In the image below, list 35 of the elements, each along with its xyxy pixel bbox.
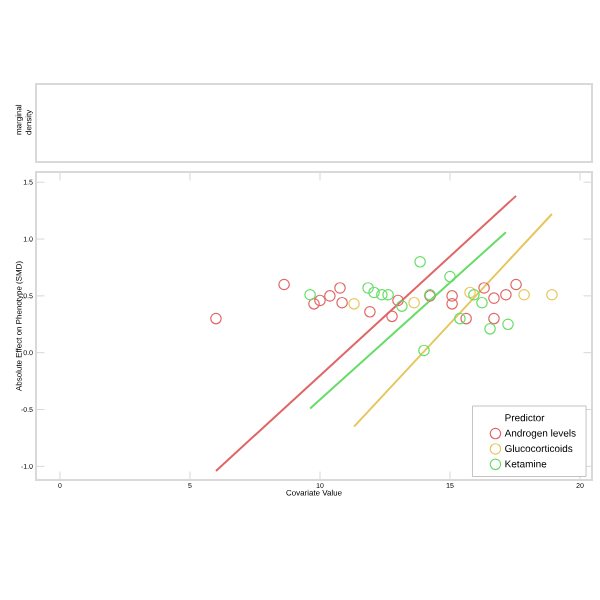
- point: [396, 300, 408, 312]
- point: [546, 288, 558, 301]
- point: [382, 288, 394, 301]
- point: [368, 286, 380, 299]
- point: [488, 292, 500, 304]
- point: [518, 288, 530, 301]
- point: [460, 312, 472, 325]
- point: [336, 296, 348, 309]
- point: [476, 296, 488, 309]
- point: [324, 290, 336, 302]
- point: [510, 278, 522, 291]
- point: [362, 282, 374, 294]
- point: [414, 255, 426, 268]
- point: [488, 312, 500, 325]
- point: [392, 294, 404, 307]
- point: [334, 282, 346, 294]
- point: [454, 312, 466, 325]
- point: [418, 344, 430, 357]
- point: [446, 290, 458, 302]
- point: [308, 298, 320, 310]
- point: [408, 296, 420, 309]
- point: [314, 294, 326, 307]
- point: [304, 288, 316, 301]
- point: [446, 298, 458, 310]
- point: [210, 312, 222, 325]
- point: [502, 318, 514, 331]
- point: [478, 282, 490, 294]
- point: [278, 278, 290, 291]
- point: [364, 305, 376, 318]
- point: [484, 323, 496, 335]
- point: [386, 310, 398, 323]
- point: [376, 288, 388, 301]
- point: [500, 288, 512, 301]
- point: [444, 270, 456, 283]
- point: [348, 298, 360, 310]
